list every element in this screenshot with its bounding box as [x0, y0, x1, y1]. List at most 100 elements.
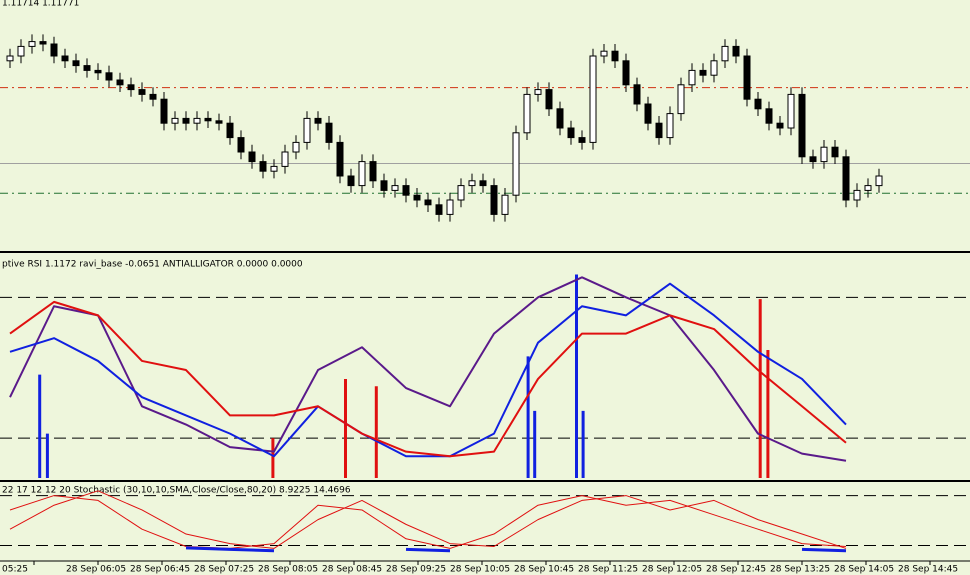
candle-body [875, 175, 883, 187]
candle-body [402, 185, 410, 196]
candle-body [39, 41, 47, 45]
candle-body [50, 43, 58, 57]
candle-body [259, 161, 267, 172]
candle-body [336, 141, 344, 177]
rsi-header: ptive RSI 1.1172 ravi_base -0.0651 ANTIA… [2, 260, 303, 270]
candle-body [94, 69, 102, 74]
time-label: 28 Sep 12:05 [642, 565, 702, 575]
time-label: 28 Sep 10:05 [450, 565, 510, 575]
time-label: 28 Sep 12:45 [706, 565, 766, 575]
time-label: 28 Sep 11:25 [578, 565, 638, 575]
price-header: 1.11714 1.11771 [2, 0, 79, 9]
candle-body [732, 45, 740, 57]
candle-body [17, 45, 25, 57]
time-label: 28 Sep 08:45 [322, 565, 382, 575]
candle-body [710, 60, 718, 76]
candle-body [391, 185, 399, 191]
candle-body [809, 156, 817, 163]
candle-body [193, 117, 201, 124]
time-label: 28 Sep 06:05 [66, 565, 126, 575]
indicator-line [9, 282, 847, 458]
candle-body [83, 65, 91, 71]
candle-body [600, 50, 608, 57]
candle-body [556, 108, 564, 129]
candle-body [457, 185, 465, 201]
candle-body [479, 180, 487, 187]
candle-body [270, 165, 278, 172]
candle-body [424, 199, 432, 206]
candle-body [842, 156, 850, 201]
candle-body [545, 89, 553, 110]
candle-body [666, 113, 674, 139]
time-label: 28 Sep 14:05 [834, 565, 894, 575]
candle-body [490, 185, 498, 215]
candle-body [6, 55, 14, 62]
candle-body [501, 194, 509, 215]
indicator-line [9, 495, 847, 549]
candle-body [798, 93, 806, 158]
candle-body [864, 185, 872, 191]
candle-body [765, 108, 773, 124]
candle-body [215, 120, 223, 124]
candle-body [622, 60, 630, 86]
candle-body [611, 50, 619, 62]
candle-body [281, 151, 289, 167]
candle-body [149, 93, 157, 100]
candle-body [248, 151, 256, 163]
candle-body [204, 117, 212, 122]
candle-body [589, 55, 597, 143]
candle-body [567, 127, 575, 139]
candle-body [61, 55, 69, 62]
candle-body [677, 84, 685, 115]
stoch-header: 22 17 12 12 20 Stochastic (30,10,10,SMA,… [2, 486, 351, 496]
candle-body [853, 189, 861, 201]
candle-body [446, 199, 454, 215]
candle-body [743, 55, 751, 100]
candle-body [688, 69, 696, 86]
time-label: 28 Sep 08:05 [258, 565, 318, 575]
indicator-line [9, 300, 847, 458]
candle-body [831, 146, 839, 158]
candle-body [787, 93, 795, 129]
candle-body [292, 141, 300, 153]
candle-body [171, 117, 179, 124]
time-label: 28 Sep 07:25 [194, 565, 254, 575]
candle-body [754, 98, 762, 110]
candle-body [226, 122, 234, 139]
candle-body [578, 137, 586, 143]
candle-body [534, 89, 542, 95]
time-label: 28 Sep 13:25 [770, 565, 830, 575]
candle-body [633, 84, 641, 105]
time-label: 05:25 [2, 565, 28, 575]
candle-body [380, 180, 388, 191]
candle-body [644, 103, 652, 124]
candle-body [369, 161, 377, 182]
candle-body [358, 161, 366, 187]
candle-body [347, 175, 355, 187]
candle-body [28, 41, 36, 47]
candle-body [182, 117, 190, 124]
time-label: 28 Sep 06:45 [130, 565, 190, 575]
candle-body [160, 98, 168, 124]
candle-body [116, 79, 124, 86]
candle-body [127, 84, 135, 91]
indicator-line [185, 546, 847, 553]
indicator-line [9, 490, 847, 549]
time-label: 28 Sep 09:25 [386, 565, 446, 575]
candle-body [820, 146, 828, 163]
candle-body [655, 122, 663, 139]
candle-body [413, 194, 421, 201]
candle-body [435, 204, 443, 215]
candle-body [138, 89, 146, 95]
time-label: 28 Sep 14:45 [898, 565, 958, 575]
candle-body [699, 69, 707, 76]
candle-body [721, 45, 729, 62]
candle-body [512, 132, 520, 196]
candle-body [776, 122, 784, 129]
candle-body [303, 117, 311, 143]
candle-body [72, 60, 80, 67]
indicator-line [9, 276, 847, 462]
candle-body [105, 72, 113, 81]
